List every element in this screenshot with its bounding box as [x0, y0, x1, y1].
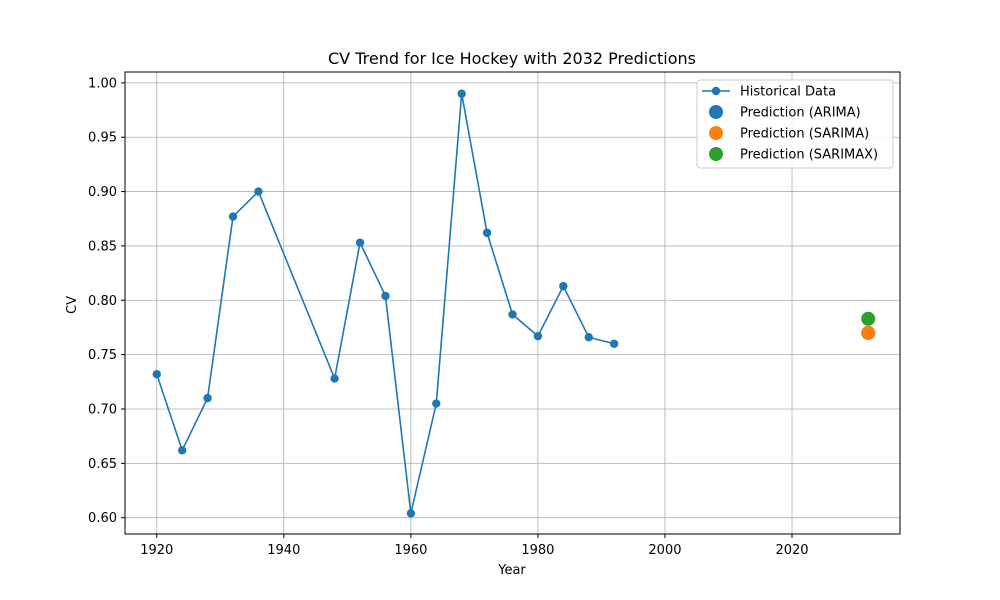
legend-entry-label: Prediction (SARIMA)	[740, 127, 869, 142]
data-point-historical	[533, 331, 543, 341]
data-point-historical	[152, 370, 161, 379]
legend-marker-swatch	[711, 86, 721, 96]
data-point-historical	[177, 446, 187, 455]
data-point-historical	[508, 310, 517, 319]
data-point-historical	[254, 187, 263, 196]
x-tick-label: 1920	[140, 543, 173, 558]
data-point-historical	[406, 509, 416, 518]
data-point-historical	[457, 89, 466, 98]
data-point-historical	[355, 238, 365, 247]
legend: Historical Data Prediction (ARIMA) Predict…	[696, 79, 894, 169]
chart-title: CV Trend for Ice Hockey with 2032 Predic…	[328, 49, 696, 68]
data-point-historical	[609, 339, 619, 348]
y-tick-label: 1.00	[88, 76, 117, 91]
data-point-historical	[381, 291, 390, 301]
legend-entry-label: Prediction (ARIMA)	[740, 106, 861, 121]
y-tick-label: 0.90	[88, 185, 117, 200]
data-point-historical	[432, 399, 441, 408]
legend-entry-label: Prediction (SARIMAX)	[740, 148, 878, 163]
y-tick-label: 0.65	[88, 457, 117, 472]
data-point-historical	[228, 212, 238, 221]
y-tick-label: 0.70	[88, 402, 117, 417]
legend-point-swatch	[709, 126, 723, 140]
grid	[125, 72, 900, 534]
y-tick-label: 0.85	[88, 239, 117, 254]
y-tick-label: 0.75	[88, 348, 117, 363]
y-axis: 0.60 0.65 0.70 0.75 0.80 0.85 0.90 0.95 1.00	[88, 76, 125, 526]
prediction-point-3	[861, 311, 876, 326]
x-tick-label: 1940	[267, 543, 300, 558]
legend-point-swatch	[709, 105, 723, 119]
x-tick-label: 1980	[521, 543, 554, 558]
x-axis: 1920 1940 1960 1980 2000 2020	[140, 534, 809, 558]
plot-area	[152, 89, 876, 518]
data-point-historical	[482, 228, 492, 238]
data-point-historical	[584, 333, 593, 342]
x-tick-label: 2000	[648, 543, 681, 558]
legend-entry-label: Historical Data	[740, 85, 836, 100]
x-tick-label: 1960	[394, 543, 427, 558]
x-tick-label: 2020	[775, 543, 808, 558]
data-point-historical	[559, 281, 568, 291]
data-point-historical	[203, 393, 212, 403]
y-axis-label: CV	[65, 296, 80, 314]
prediction-point-2	[861, 325, 876, 340]
y-tick-label: 0.95	[88, 131, 117, 146]
plot-frame	[124, 71, 901, 535]
x-axis-label: Year	[497, 563, 526, 578]
y-tick-label: 0.60	[88, 511, 117, 526]
y-tick-label: 0.80	[88, 294, 117, 309]
legend-point-swatch	[709, 147, 723, 161]
data-point-historical	[330, 374, 339, 383]
legend-box	[696, 79, 894, 169]
